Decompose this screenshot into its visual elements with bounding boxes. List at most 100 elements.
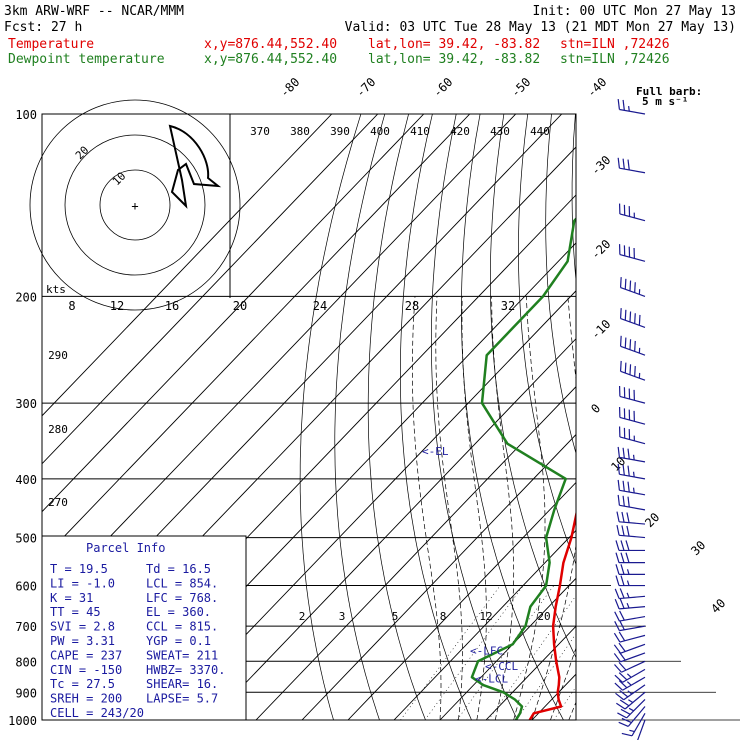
dewpoint-profile <box>470 217 576 720</box>
hodo-speed-label: 20 <box>233 299 247 313</box>
barb-flag <box>619 308 622 319</box>
barb-flag <box>629 339 632 350</box>
hodo-units-label: kts <box>46 283 66 296</box>
barb-flag <box>624 278 627 290</box>
wind-barb <box>613 642 646 654</box>
wind-barb <box>619 277 646 297</box>
wind-barb <box>617 479 646 496</box>
theta-label: 390 <box>330 125 350 138</box>
barb-flag <box>622 464 625 476</box>
parcel-info-left: SREH = 200 <box>50 692 122 706</box>
barb-flag <box>618 680 628 689</box>
barb-flag <box>620 540 625 551</box>
barb-staff <box>627 706 646 727</box>
barb-flag <box>615 692 625 701</box>
barb-flag <box>619 610 625 621</box>
barb-flag <box>617 99 620 110</box>
barb-flag <box>620 564 625 575</box>
barb-flag <box>617 712 627 719</box>
barb-staff <box>619 213 646 222</box>
barb-flag <box>634 340 636 352</box>
dry-adiabat <box>334 114 386 720</box>
dry-adiabat <box>461 114 564 720</box>
barb-flag <box>627 448 630 460</box>
parcel-info-left: TT = 45 <box>50 605 101 619</box>
barb-half-flag <box>626 569 630 575</box>
barb-staff <box>626 699 646 719</box>
hodo-ring-label: 10 <box>110 170 129 189</box>
parcel-info-right: CCL = 815. <box>146 620 218 634</box>
mixing-ratio-label: 20 <box>537 610 550 623</box>
isotherm-label: -20 <box>588 237 613 262</box>
barb-flag <box>618 672 628 681</box>
pressure-label: 300 <box>15 397 37 411</box>
wind-barb <box>616 691 646 710</box>
isotherm-line <box>670 114 740 720</box>
parcel-info-right: EL = 360. <box>146 605 211 619</box>
wind-barb <box>615 540 645 552</box>
isotherm-label: 30 <box>688 538 708 558</box>
pressure-label: 1000 <box>8 714 37 728</box>
dry-adiabat <box>431 114 518 720</box>
mixing-ratio-label: 5 <box>392 610 399 623</box>
barb-staff <box>619 436 646 445</box>
barb-flag <box>615 552 620 563</box>
isotherm-line <box>42 114 471 561</box>
barb-flag <box>619 598 625 609</box>
barb-staff <box>620 345 646 356</box>
barb-staff <box>623 684 646 701</box>
init-time: Init: 00 UTC Mon 27 May 13 <box>533 4 737 19</box>
hodo-ring-label: 20 <box>73 144 92 163</box>
barb-flag <box>619 699 630 707</box>
parcel-info-right: LCL = 854. <box>146 576 218 590</box>
barb-flag <box>620 575 625 586</box>
dew-xy: x,y=876.44,552.40 <box>204 52 337 67</box>
wind-barb <box>616 511 646 525</box>
barb-flag <box>618 631 626 642</box>
temperature-profile <box>528 509 576 720</box>
isotherm-line <box>578 114 740 720</box>
isotherm-label: -40 <box>584 75 609 100</box>
theta-label: 400 <box>370 125 390 138</box>
isotherm-label: 0 <box>588 401 603 416</box>
barb-flag <box>614 682 623 691</box>
barb-staff <box>619 473 646 480</box>
dry-adiabat <box>623 114 740 720</box>
barb-flag <box>614 611 620 622</box>
isotherm-line <box>42 114 379 465</box>
barb-flag <box>638 314 641 326</box>
isotherm-label: -70 <box>353 75 378 100</box>
hodo-ring <box>99 169 171 241</box>
isotherm-label: -10 <box>588 317 613 342</box>
dry-adiabat <box>695 114 740 720</box>
wind-barb <box>614 668 646 683</box>
mixing-ratio-label: 3 <box>339 610 346 623</box>
parcel-info-left: CELL = 243/20 <box>50 706 144 720</box>
wind-barb <box>618 203 646 222</box>
barb-flag <box>613 653 622 663</box>
wind-barb <box>614 676 646 691</box>
wind-barb <box>614 588 646 600</box>
wind-barb <box>613 631 646 643</box>
barb-flag <box>618 642 626 652</box>
pressure-label: 900 <box>15 686 37 700</box>
hodo-speed-label: 24 <box>313 299 327 313</box>
wind-barb <box>613 651 646 663</box>
dry-adiabat <box>671 114 740 720</box>
barb-flag <box>619 620 625 631</box>
isotherm-label: 20 <box>642 510 662 530</box>
barb-half-flag <box>628 105 630 112</box>
barb-flag <box>618 721 629 727</box>
barb-flag <box>624 362 627 374</box>
isotherm-label: -80 <box>277 75 302 100</box>
barb-flag <box>616 511 620 522</box>
wind-barb <box>617 494 646 511</box>
parcel-info-rows: T = 19.5 Td = 16.5 LI = -1.0 LCL = 854. K = … <box>50 562 225 720</box>
barb-flag <box>634 282 636 293</box>
barb-flag <box>614 664 622 673</box>
temp-latlon: lat,lon= 39.42, -83.82 <box>368 37 540 52</box>
dry-adiabat <box>571 114 576 285</box>
barb-flag <box>627 465 630 477</box>
barb-flag <box>622 495 625 507</box>
parcel-info-right: SHEAR= 16. <box>146 677 218 691</box>
